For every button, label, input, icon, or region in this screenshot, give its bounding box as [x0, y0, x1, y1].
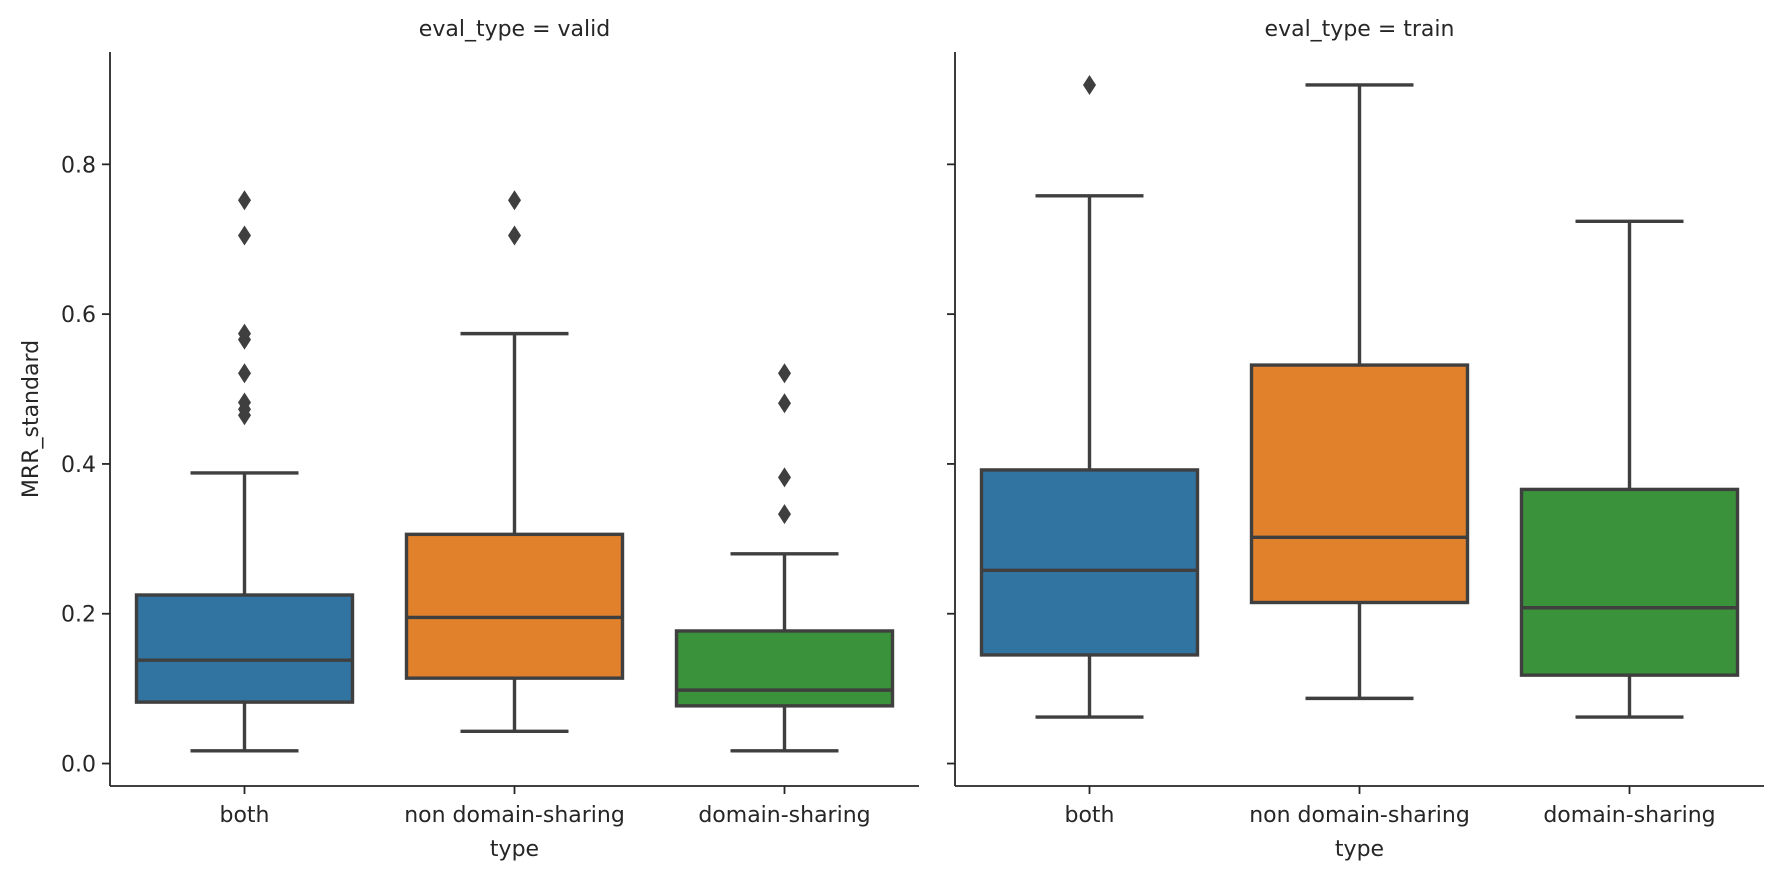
outlier-point	[508, 225, 521, 246]
box-non-domain-sharing	[1249, 363, 1470, 605]
x-axis-title: type	[1335, 837, 1384, 862]
y-tick-label: 0.4	[61, 453, 96, 478]
x-tick-label: both	[1065, 803, 1115, 828]
x-tick-label: domain-sharing	[698, 803, 870, 828]
x-tick-label: non domain-sharing	[404, 803, 625, 828]
box-both	[134, 593, 355, 704]
outlier-point	[238, 363, 251, 384]
facet-title: eval_type = valid	[419, 17, 610, 42]
x-tick-label: both	[220, 803, 270, 828]
outlier-point	[238, 323, 251, 344]
outlier-point	[778, 504, 791, 525]
y-tick-label: 0.0	[61, 753, 96, 778]
outlier-point	[778, 363, 791, 384]
facet-title: eval_type = train	[1265, 17, 1455, 42]
outlier-point	[778, 467, 791, 488]
y-tick-label: 0.8	[61, 153, 96, 178]
y-tick-label: 0.2	[61, 603, 96, 628]
x-tick-label: non domain-sharing	[1249, 803, 1470, 828]
x-tick-label: domain-sharing	[1543, 803, 1715, 828]
box-domain-sharing	[674, 629, 895, 708]
x-axis-title: type	[490, 837, 539, 862]
box-both	[979, 468, 1200, 657]
y-axis-title: MRR_standard	[19, 340, 44, 498]
outlier-point	[238, 225, 251, 246]
box-non-domain-sharing	[404, 532, 625, 680]
outlier-point	[1083, 74, 1096, 95]
outlier-point	[778, 393, 791, 414]
outlier-point	[508, 190, 521, 211]
outlier-point	[238, 190, 251, 211]
outlier-point	[238, 392, 251, 413]
y-tick-label: 0.6	[61, 303, 96, 328]
box-domain-sharing	[1519, 487, 1740, 677]
